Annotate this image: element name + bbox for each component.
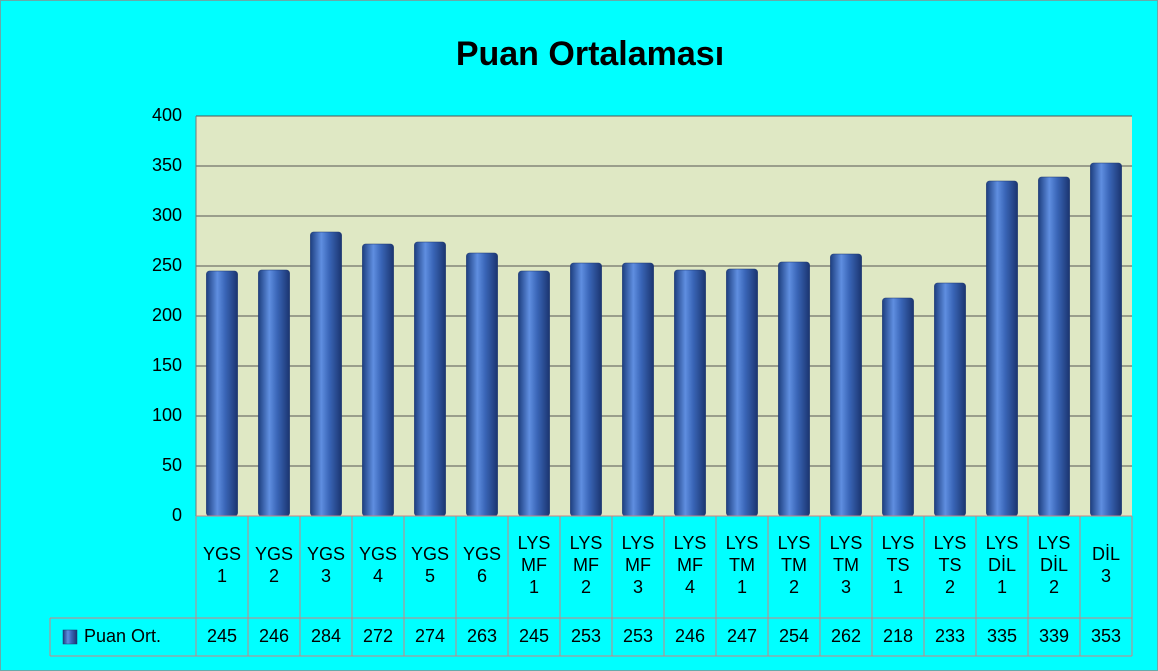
y-tick-label: 100	[152, 405, 182, 425]
data-table-value: 246	[259, 626, 289, 646]
bar	[518, 270, 550, 517]
data-table-value: 233	[935, 626, 965, 646]
legend-label: Puan Ort.	[84, 626, 161, 646]
bar	[570, 262, 602, 517]
bar	[362, 243, 394, 517]
x-tick-label: LYS	[570, 533, 603, 553]
data-table-value: 339	[1039, 626, 1069, 646]
x-tick-label: 1	[893, 577, 903, 597]
y-tick-label: 50	[162, 455, 182, 475]
y-tick-label: 300	[152, 205, 182, 225]
x-tick-label: 6	[477, 566, 487, 586]
x-tick-label: LYS	[518, 533, 551, 553]
x-tick-label: 2	[269, 566, 279, 586]
x-tick-label: LYS	[622, 533, 655, 553]
x-tick-label: 3	[633, 577, 643, 597]
x-tick-label: 1	[737, 577, 747, 597]
x-tick-label: DİL	[1040, 555, 1068, 575]
data-table-value: 218	[883, 626, 913, 646]
x-tick-label: LYS	[726, 533, 759, 553]
bar	[466, 252, 498, 517]
data-table-value: 353	[1091, 626, 1121, 646]
x-tick-label: YGS	[463, 544, 501, 564]
bar	[258, 269, 290, 517]
x-tick-label: 1	[529, 577, 539, 597]
x-tick-label: 4	[685, 577, 695, 597]
x-tick-label: TS	[938, 555, 961, 575]
x-tick-label: MF	[677, 555, 703, 575]
data-table-value: 247	[727, 626, 757, 646]
x-tick-label: LYS	[882, 533, 915, 553]
data-table-value: 246	[675, 626, 705, 646]
x-tick-label: 1	[997, 577, 1007, 597]
x-tick-label: LYS	[1038, 533, 1071, 553]
legend-key	[62, 629, 78, 645]
x-tick-label: MF	[521, 555, 547, 575]
x-tick-label: MF	[625, 555, 651, 575]
x-tick-label: TM	[729, 555, 755, 575]
x-tick-label: YGS	[359, 544, 397, 564]
x-tick-label: 3	[321, 566, 331, 586]
y-tick-label: 250	[152, 255, 182, 275]
y-tick-label: 0	[172, 505, 182, 525]
data-table-value: 274	[415, 626, 445, 646]
x-tick-label: 2	[1049, 577, 1059, 597]
x-tick-label: TM	[833, 555, 859, 575]
x-tick-label: 3	[841, 577, 851, 597]
x-tick-label: LYS	[830, 533, 863, 553]
x-tick-label: TM	[781, 555, 807, 575]
x-tick-label: 2	[581, 577, 591, 597]
x-tick-label: MF	[573, 555, 599, 575]
data-table-value: 262	[831, 626, 861, 646]
y-tick-label: 150	[152, 355, 182, 375]
data-table-value: 253	[571, 626, 601, 646]
x-tick-label: 1	[217, 566, 227, 586]
bar	[830, 253, 862, 517]
x-tick-label: LYS	[778, 533, 811, 553]
bar	[206, 270, 238, 517]
x-tick-label: YGS	[203, 544, 241, 564]
y-tick-label: 200	[152, 305, 182, 325]
x-tick-label: TS	[886, 555, 909, 575]
x-tick-label: 5	[425, 566, 435, 586]
y-tick-label: 350	[152, 155, 182, 175]
x-tick-label: YGS	[307, 544, 345, 564]
chart-title: Puan Ortalaması	[456, 35, 724, 73]
x-tick-label: LYS	[674, 533, 707, 553]
data-table-value: 245	[207, 626, 237, 646]
data-table-value: 253	[623, 626, 653, 646]
bar	[674, 269, 706, 517]
x-tick-label: 2	[945, 577, 955, 597]
x-tick-label: YGS	[411, 544, 449, 564]
x-tick-label: LYS	[986, 533, 1019, 553]
data-table-value: 272	[363, 626, 393, 646]
data-table-value: 335	[987, 626, 1017, 646]
data-table-value: 254	[779, 626, 809, 646]
bar	[986, 180, 1018, 517]
bar	[778, 261, 810, 517]
data-table-value: 284	[311, 626, 341, 646]
bar	[1038, 176, 1070, 517]
x-tick-label: 2	[789, 577, 799, 597]
bar	[882, 297, 914, 517]
x-tick-label: DİL	[988, 555, 1016, 575]
bar	[310, 231, 342, 517]
bar	[934, 282, 966, 517]
x-tick-label: 4	[373, 566, 383, 586]
x-tick-label: 3	[1101, 566, 1111, 586]
data-table-value: 245	[519, 626, 549, 646]
x-tick-label: DİL	[1092, 544, 1120, 564]
bar	[726, 268, 758, 517]
y-tick-label: 400	[152, 105, 182, 125]
x-tick-label: LYS	[934, 533, 967, 553]
data-table-value: 263	[467, 626, 497, 646]
x-tick-label: YGS	[255, 544, 293, 564]
bar	[622, 262, 654, 517]
bar	[414, 241, 446, 517]
bar	[1090, 162, 1122, 517]
